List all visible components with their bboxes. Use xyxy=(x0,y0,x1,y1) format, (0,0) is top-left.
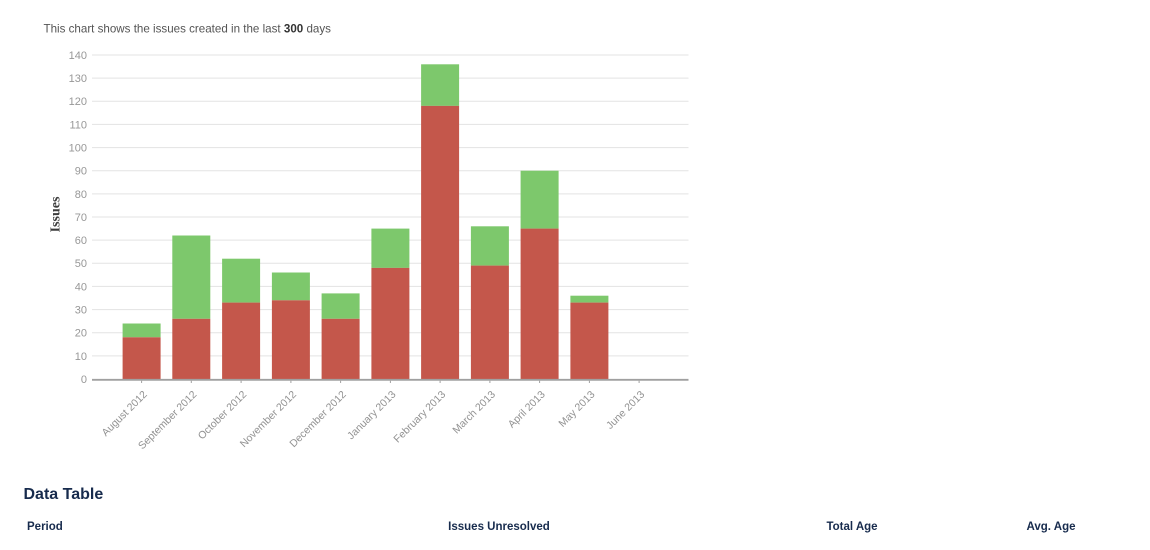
svg-text:60: 60 xyxy=(75,235,87,247)
svg-text:80: 80 xyxy=(75,189,87,201)
svg-text:10: 10 xyxy=(75,351,87,363)
svg-text:110: 110 xyxy=(69,119,87,131)
svg-text:April 2013: April 2013 xyxy=(506,389,548,431)
svg-text:Issues: Issues xyxy=(49,196,64,232)
svg-text:30: 30 xyxy=(75,305,87,317)
svg-text:August 2012: August 2012 xyxy=(100,389,150,439)
svg-text:October 2012: October 2012 xyxy=(196,389,250,443)
svg-text:This chart shows the issues cr: This chart shows the issues created in t… xyxy=(44,23,332,36)
svg-text:120: 120 xyxy=(69,96,87,108)
svg-text:March 2013: March 2013 xyxy=(450,389,498,437)
svg-text:70: 70 xyxy=(75,212,87,224)
svg-text:130: 130 xyxy=(69,73,87,85)
svg-text:0: 0 xyxy=(81,374,87,386)
svg-text:June 2013: June 2013 xyxy=(604,389,647,432)
svg-text:140: 140 xyxy=(69,50,87,62)
svg-text:May 2013: May 2013 xyxy=(556,389,597,430)
svg-text:40: 40 xyxy=(75,281,87,293)
svg-text:50: 50 xyxy=(75,258,87,270)
svg-text:100: 100 xyxy=(69,143,87,155)
svg-text:February 2013: February 2013 xyxy=(391,389,448,446)
svg-text:90: 90 xyxy=(75,166,87,178)
svg-text:January 2013: January 2013 xyxy=(345,389,399,443)
svg-text:20: 20 xyxy=(75,328,87,340)
